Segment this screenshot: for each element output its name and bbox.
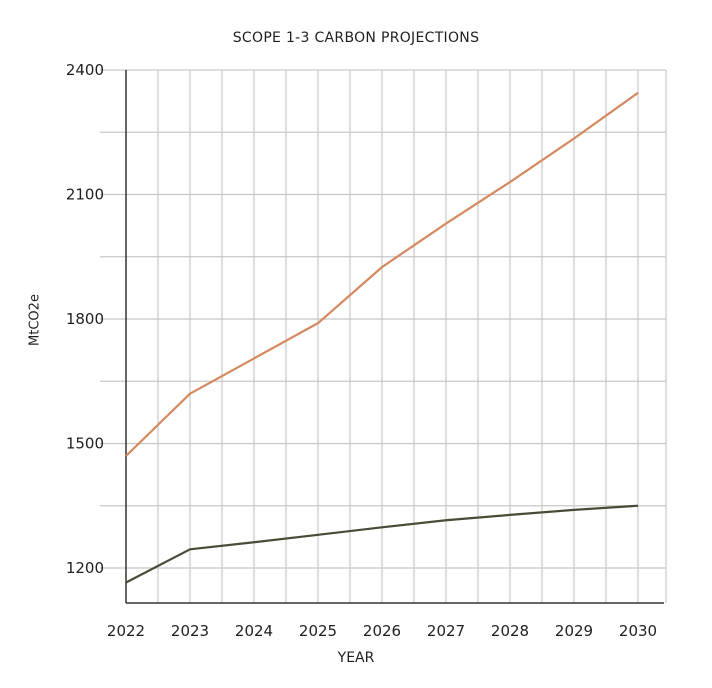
y-tick-label: 2400 — [66, 61, 104, 79]
y-tick-label: 1500 — [66, 435, 104, 453]
data-lines — [125, 91, 639, 584]
x-tick-label: 2025 — [299, 622, 337, 640]
axes — [125, 70, 664, 604]
y-tick-label: 2100 — [66, 186, 104, 204]
series-line-1 — [125, 91, 639, 457]
x-axis-title: YEAR — [337, 650, 375, 666]
y-tick-label: 1800 — [66, 310, 104, 328]
x-tick-label: 2022 — [107, 622, 145, 640]
x-tick-label: 2023 — [171, 622, 209, 640]
x-tick-label: 2030 — [619, 622, 657, 640]
x-tick-label: 2027 — [427, 622, 465, 640]
x-tick-label: 2029 — [555, 622, 593, 640]
x-tick-labels: 2022 2023 2024 2025 2026 2027 2028 2029 2030 — [107, 622, 657, 640]
y-tick-labels: 2400 2100 1800 1500 1200 — [66, 61, 104, 577]
series-line-2 — [125, 504, 639, 584]
chart-title: SCOPE 1-3 CARBON PROJECTIONS — [232, 30, 480, 46]
grid-lines — [100, 69, 667, 603]
x-tick-label: 2024 — [235, 622, 273, 640]
y-tick-label: 1200 — [66, 559, 104, 577]
x-tick-label: 2026 — [363, 622, 401, 640]
x-tick-label: 2028 — [491, 622, 529, 640]
